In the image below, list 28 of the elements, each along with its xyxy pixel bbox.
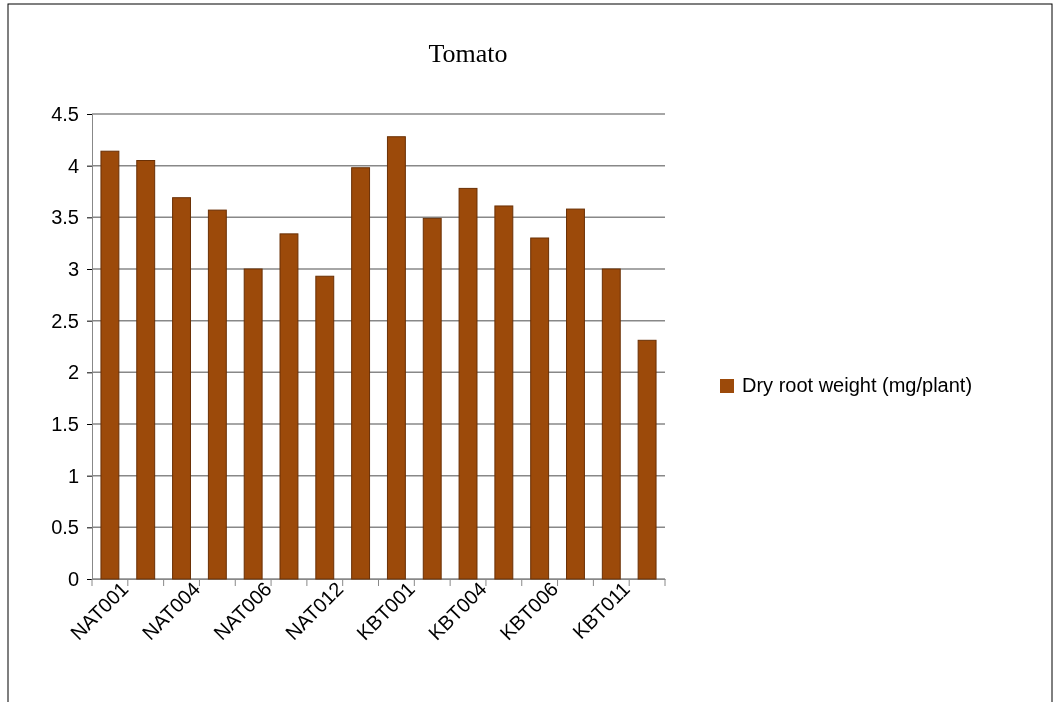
bar [100, 150, 120, 580]
bar [207, 209, 227, 580]
y-tick-label: 0 [67, 567, 79, 590]
bar [494, 205, 514, 580]
bar [351, 167, 371, 580]
y-tick-label: 4 [67, 154, 79, 177]
bar [422, 217, 442, 580]
bar [386, 136, 406, 580]
bar [172, 197, 191, 580]
y-tick-label: 3 [67, 257, 79, 280]
y-tick-label: 2 [67, 361, 79, 384]
y-tick-label: 3.5 [51, 206, 79, 229]
chart-title: Tomato [428, 39, 508, 68]
y-tick-label: 4.5 [51, 102, 79, 125]
bar [530, 237, 550, 580]
legend-label: Dry root weight (mg/plant) [742, 374, 973, 397]
bar [458, 187, 478, 580]
y-tick-label: 0.5 [51, 516, 79, 539]
bar [279, 233, 299, 580]
y-tick-label: 1.5 [51, 412, 79, 435]
y-tick-label: 2.5 [51, 309, 79, 332]
y-tick-label: 1 [67, 464, 79, 487]
bar [566, 208, 585, 580]
bar [315, 275, 335, 580]
bar [243, 268, 263, 580]
bar [601, 268, 621, 580]
bar [136, 160, 156, 580]
bar [637, 339, 657, 580]
